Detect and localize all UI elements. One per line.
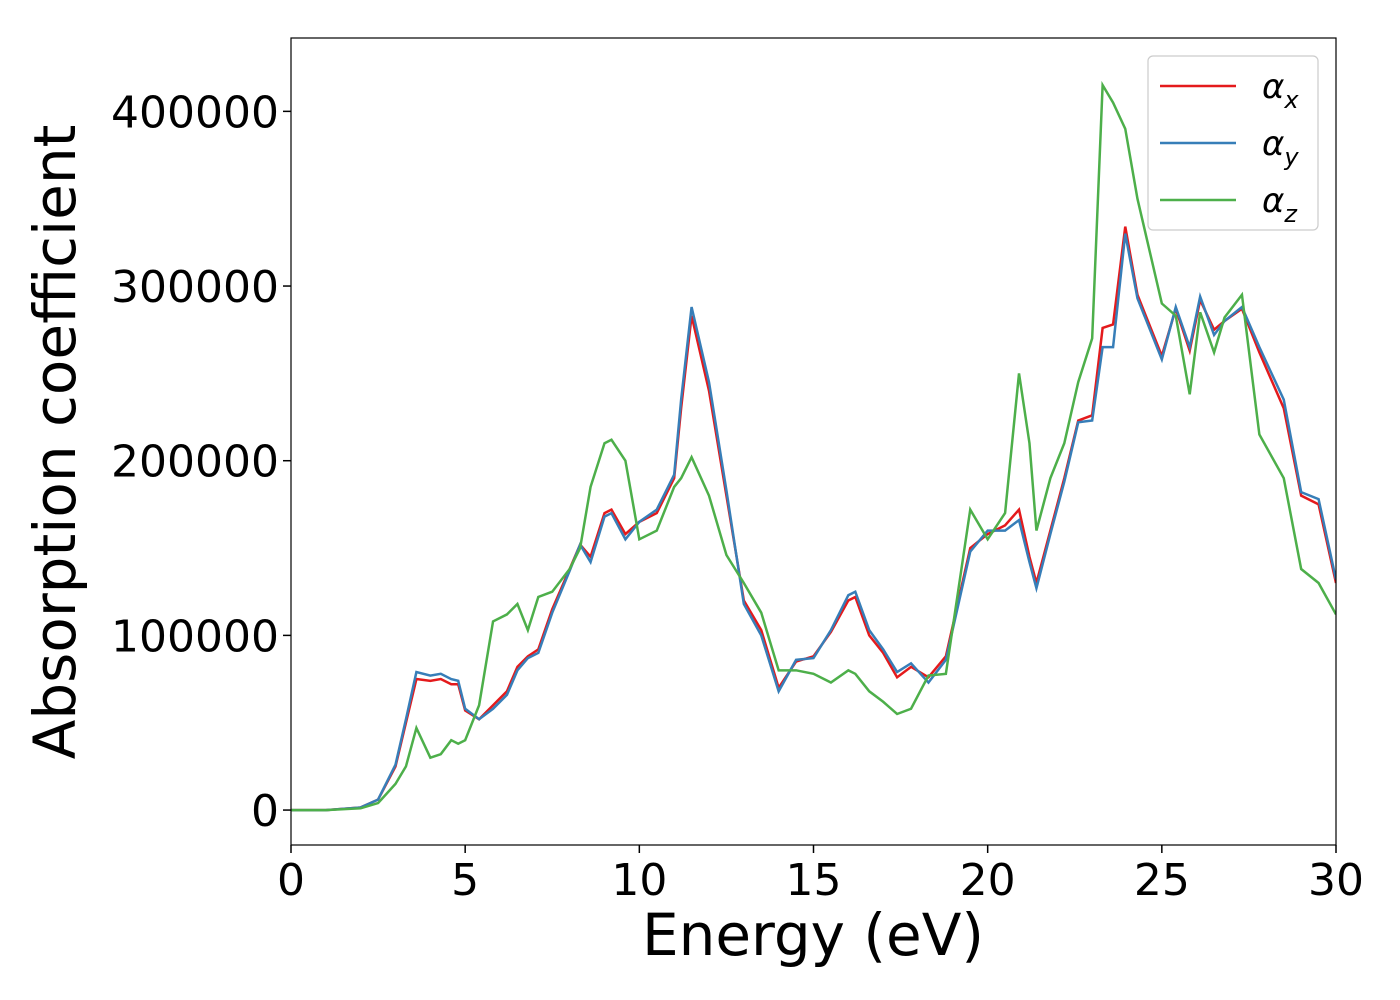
- legend-label: αy: [1262, 124, 1299, 171]
- x-tick-label: 10: [611, 855, 667, 906]
- y-tick-label: 0: [251, 786, 279, 837]
- plot-frame: [290, 37, 1337, 846]
- x-tick-label: 30: [1308, 855, 1364, 906]
- x-tick-label: 20: [960, 855, 1016, 906]
- y-tick-label: 100000: [111, 611, 279, 662]
- y-tick-label: 300000: [111, 262, 279, 313]
- legend-label: αx: [1262, 67, 1299, 114]
- x-tick-label: 25: [1134, 855, 1190, 906]
- y-tick-label: 200000: [111, 437, 279, 488]
- data-line: [291, 80, 1336, 812]
- x-axis-label: Energy (eV): [642, 901, 984, 969]
- y-tick-label: 400000: [111, 87, 279, 138]
- legend-label: αz: [1262, 181, 1298, 228]
- x-tick-label: 0: [277, 855, 305, 906]
- y-axis-label: Absorption coefficient: [21, 125, 89, 760]
- x-tick-label: 5: [451, 855, 479, 906]
- data-line: [291, 233, 1336, 812]
- x-tick-label: 15: [786, 855, 842, 906]
